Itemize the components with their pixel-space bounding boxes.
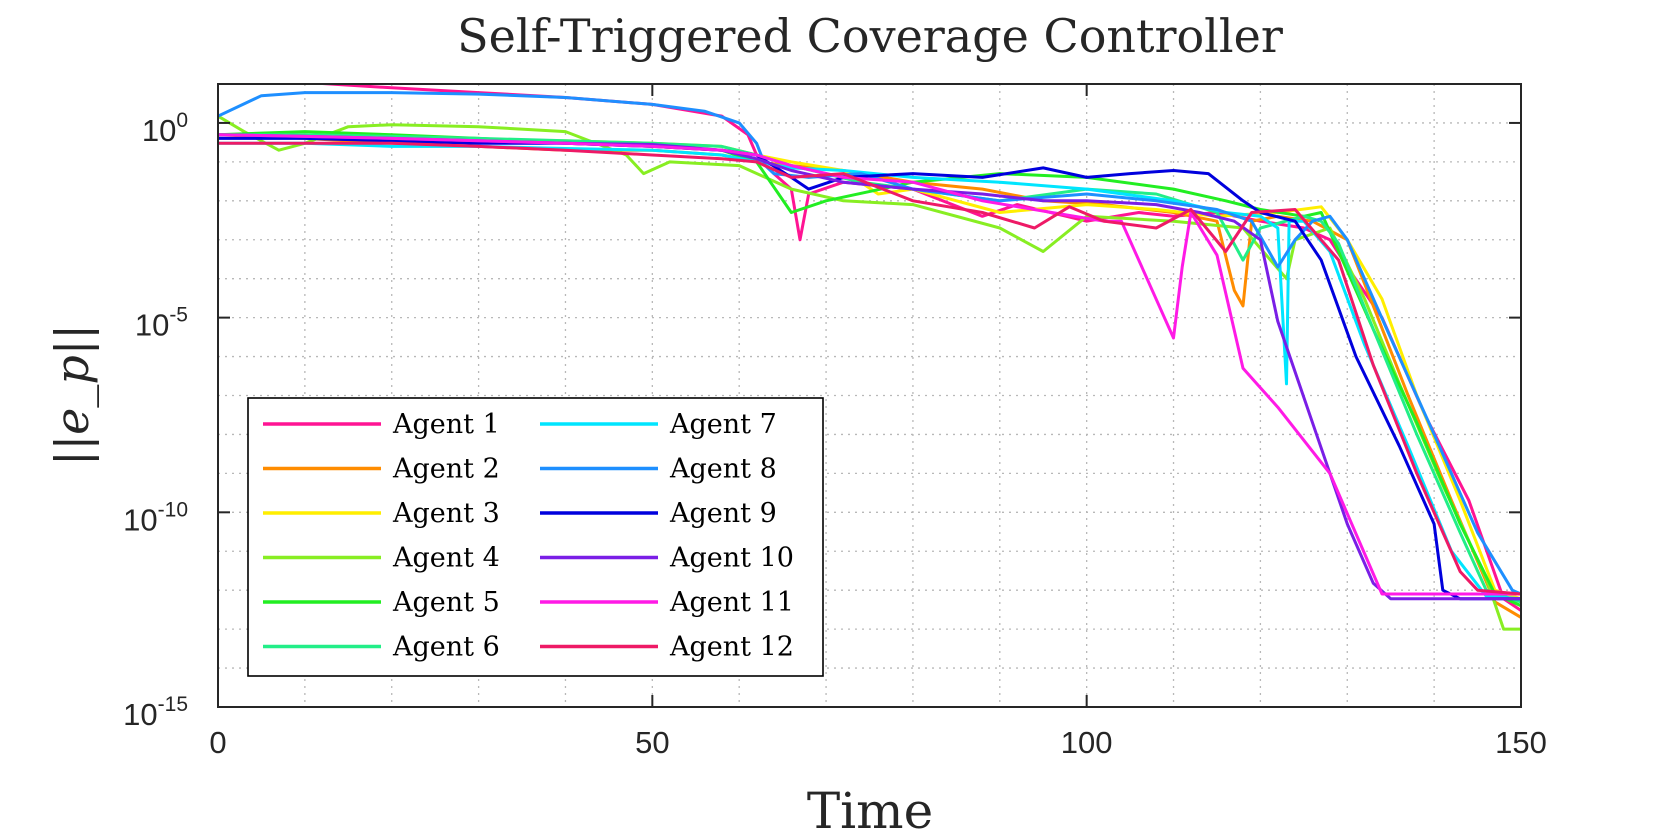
legend-entry-agent-5: Agent 5 xyxy=(263,587,500,618)
series-layer xyxy=(218,84,1521,631)
x-tick-label: 150 xyxy=(1495,725,1547,760)
y-tick-label: 10-10 xyxy=(123,498,188,537)
legend-entry-agent-8: Agent 8 xyxy=(540,454,777,485)
series-line-agent-4 xyxy=(218,114,1521,631)
legend-entry-agent-1: Agent 1 xyxy=(263,409,500,440)
legend-label: Agent 7 xyxy=(669,409,777,440)
legend-label: Agent 6 xyxy=(392,632,500,663)
legend-box xyxy=(247,397,824,677)
y-tick-label: 10-15 xyxy=(123,693,188,732)
plot-frame xyxy=(217,83,1522,708)
legend-label: Agent 9 xyxy=(669,498,777,529)
legend-entries: Agent 1 Agent 2 Agent 3 Agent 4 Agent 5 Agent… xyxy=(263,409,794,663)
x-tick-label: 0 xyxy=(209,725,226,760)
legend-label: Agent 4 xyxy=(392,543,500,574)
series-group xyxy=(218,84,1521,631)
legend-label: Agent 3 xyxy=(392,498,500,529)
legend-label: Agent 5 xyxy=(392,587,500,618)
series-line-agent-7 xyxy=(218,141,1521,601)
legend-entry-agent-12: Agent 12 xyxy=(540,632,794,663)
legend-entry-agent-11: Agent 11 xyxy=(540,587,794,618)
legend: Agent 1 Agent 2 Agent 3 Agent 4 Agent 5 Agent… xyxy=(247,397,824,677)
legend-entry-agent-9: Agent 9 xyxy=(540,498,777,529)
x-tick-label: 50 xyxy=(635,725,669,760)
legend-label: Agent 8 xyxy=(669,454,777,485)
legend-label: Agent 11 xyxy=(669,587,794,618)
series-line-agent-12 xyxy=(218,141,1521,596)
x-tick-label: 100 xyxy=(1061,725,1113,760)
legend-label: Agent 12 xyxy=(669,632,794,663)
legend-entry-agent-4: Agent 4 xyxy=(263,543,500,574)
y-axis-label: ||e_p|| xyxy=(45,324,99,466)
y-tick-label: 100 xyxy=(142,109,188,148)
chart-title: Self-Triggered Coverage Controller xyxy=(457,9,1283,63)
series-line-agent-11 xyxy=(218,133,1521,596)
legend-label: Agent 1 xyxy=(392,409,500,440)
legend-entry-agent-10: Agent 10 xyxy=(540,543,794,574)
tick-layer: 0 50 100 150 100 10-5 10-10 10-15 xyxy=(123,84,1547,760)
x-axis-label: Time xyxy=(807,782,933,838)
legend-label: Agent 10 xyxy=(669,543,794,574)
legend-entry-agent-2: Agent 2 xyxy=(263,454,500,485)
y-tick-label: 10-5 xyxy=(135,304,188,343)
legend-entry-agent-3: Agent 3 xyxy=(263,498,500,529)
legend-label: Agent 2 xyxy=(392,454,500,485)
legend-entry-agent-6: Agent 6 xyxy=(263,632,500,663)
legend-entry-agent-7: Agent 7 xyxy=(540,409,777,440)
